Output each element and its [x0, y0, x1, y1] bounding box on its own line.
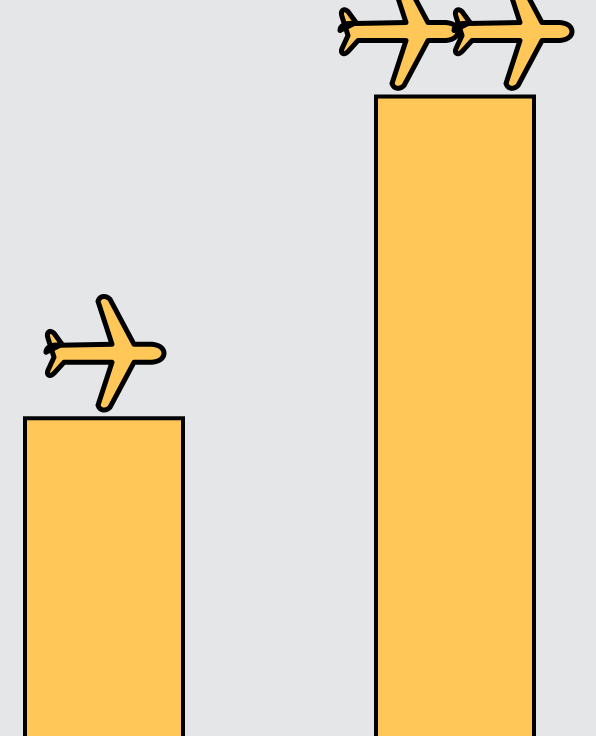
bars-layer	[23, 94, 536, 736]
bar-2	[374, 94, 536, 736]
airplane-icon	[454, 0, 572, 88]
bar-1	[23, 416, 185, 736]
airplane-icon	[340, 0, 458, 88]
airplane-icon	[46, 296, 164, 410]
